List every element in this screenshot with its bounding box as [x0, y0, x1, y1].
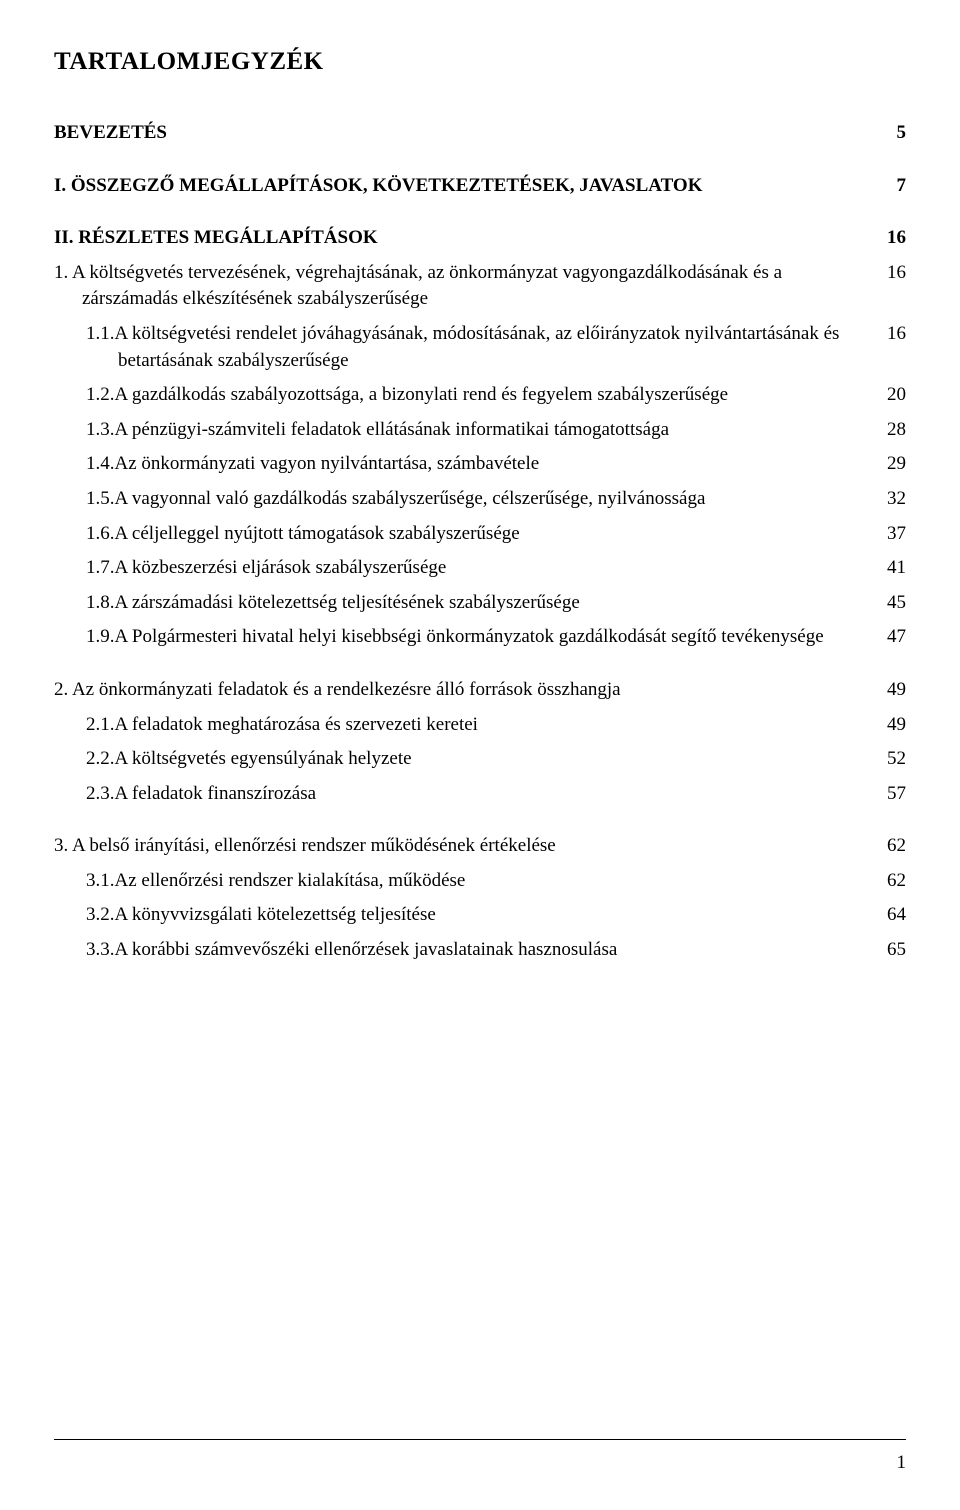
toc-row: 2. Az önkormányzati feladatok és a rende… [54, 677, 906, 704]
toc-entry-page: 5 [874, 122, 906, 144]
toc-entry-label: 1. A költségvetés tervezésének, végrehaj… [54, 260, 874, 313]
toc-entry-label: 2.3.A feladatok finanszírozása [86, 781, 874, 808]
toc-entry-page: 57 [874, 783, 906, 805]
toc-entry-label: 1.1.A költségvetési rendelet jóváhagyásá… [86, 321, 874, 374]
footer-rule [54, 1439, 906, 1440]
toc-row: 1.2.A gazdálkodás szabályozottsága, a bi… [54, 382, 906, 409]
toc-row: 1. A költségvetés tervezésének, végrehaj… [54, 260, 906, 313]
toc-row: 3.1.Az ellenőrzési rendszer kialakítása,… [54, 868, 906, 895]
toc-entry-page: 64 [874, 904, 906, 926]
toc-entry-page: 16 [874, 227, 906, 249]
toc-entry-label: 3.3.A korábbi számvevőszéki ellenőrzések… [86, 937, 874, 964]
toc-entry-label: BEVEZETÉS [54, 120, 874, 147]
toc-entry-page: 52 [874, 748, 906, 770]
toc-entry-label: 1.9.A Polgármesteri hivatal helyi kisebb… [86, 624, 874, 651]
toc-entry-label: 2.1.A feladatok meghatározása és szervez… [86, 712, 874, 739]
toc-entry-label: 2. Az önkormányzati feladatok és a rende… [54, 677, 874, 704]
toc-entry-page: 16 [874, 262, 906, 284]
toc-entry-page: 7 [874, 175, 906, 197]
toc-row: 2.3.A feladatok finanszírozása57 [54, 781, 906, 808]
toc-entry-page: 49 [874, 714, 906, 736]
toc-entry-page: 49 [874, 679, 906, 701]
toc-row: 1.3.A pénzügyi-számviteli feladatok ellá… [54, 417, 906, 444]
toc-row: II. RÉSZLETES MEGÁLLAPÍTÁSOK16 [54, 225, 906, 252]
toc-container: BEVEZETÉS5 I. ÖSSZEGZŐ MEGÁLLAPÍTÁSOK, KÖ… [54, 120, 906, 964]
toc-entry-page: 20 [874, 384, 906, 406]
toc-row: 1.4.Az önkormányzati vagyon nyilvántartá… [54, 451, 906, 478]
toc-entry-label: 3.1.Az ellenőrzési rendszer kialakítása,… [86, 868, 874, 895]
toc-row: 1.6.A céljelleggel nyújtott támogatások … [54, 521, 906, 548]
toc-row: 1.1.A költségvetési rendelet jóváhagyásá… [54, 321, 906, 374]
toc-row: 1.8.A zárszámadási kötelezettség teljesí… [54, 590, 906, 617]
toc-row: 2.2.A költségvetés egyensúlyának helyzet… [54, 746, 906, 773]
toc-row: 2.1.A feladatok meghatározása és szervez… [54, 712, 906, 739]
toc-entry-label: 3. A belső irányítási, ellenőrzési rends… [54, 833, 874, 860]
toc-row: 1.7.A közbeszerzési eljárások szabálysze… [54, 555, 906, 582]
toc-entry-page: 29 [874, 453, 906, 475]
toc-entry-label: 1.6.A céljelleggel nyújtott támogatások … [86, 521, 874, 548]
toc-row: 1.5.A vagyonnal való gazdálkodás szabály… [54, 486, 906, 513]
toc-entry-label: 1.2.A gazdálkodás szabályozottsága, a bi… [86, 382, 874, 409]
toc-row: BEVEZETÉS5 [54, 120, 906, 147]
toc-row: 3.3.A korábbi számvevőszéki ellenőrzések… [54, 937, 906, 964]
toc-entry-page: 37 [874, 523, 906, 545]
toc-entry-page: 62 [874, 835, 906, 857]
toc-entry-label: I. ÖSSZEGZŐ MEGÁLLAPÍTÁSOK, KÖVETKEZTETÉ… [54, 173, 874, 200]
page-title: TARTALOMJEGYZÉK [54, 48, 906, 76]
toc-row: 3.2.A könyvvizsgálati kötelezettség telj… [54, 902, 906, 929]
toc-entry-label: 1.8.A zárszámadási kötelezettség teljesí… [86, 590, 874, 617]
toc-entry-page: 62 [874, 870, 906, 892]
toc-row: I. ÖSSZEGZŐ MEGÁLLAPÍTÁSOK, KÖVETKEZTETÉ… [54, 173, 906, 200]
toc-entry-label: 1.7.A közbeszerzési eljárások szabálysze… [86, 555, 874, 582]
toc-row: 1.9.A Polgármesteri hivatal helyi kisebb… [54, 624, 906, 651]
toc-entry-page: 47 [874, 626, 906, 648]
toc-row: 3. A belső irányítási, ellenőrzési rends… [54, 833, 906, 860]
toc-entry-page: 16 [874, 323, 906, 345]
toc-entry-label: 3.2.A könyvvizsgálati kötelezettség telj… [86, 902, 874, 929]
page-number: 1 [897, 1452, 907, 1474]
toc-entry-page: 45 [874, 592, 906, 614]
toc-entry-page: 32 [874, 488, 906, 510]
page: TARTALOMJEGYZÉK BEVEZETÉS5 I. ÖSSZEGZŐ ME… [0, 0, 960, 1510]
toc-entry-page: 41 [874, 557, 906, 579]
toc-entry-label: 2.2.A költségvetés egyensúlyának helyzet… [86, 746, 874, 773]
toc-entry-label: 1.4.Az önkormányzati vagyon nyilvántartá… [86, 451, 874, 478]
toc-entry-label: II. RÉSZLETES MEGÁLLAPÍTÁSOK [54, 225, 874, 252]
toc-entry-label: 1.5.A vagyonnal való gazdálkodás szabály… [86, 486, 874, 513]
toc-entry-page: 28 [874, 419, 906, 441]
toc-entry-page: 65 [874, 939, 906, 961]
toc-entry-label: 1.3.A pénzügyi-számviteli feladatok ellá… [86, 417, 874, 444]
